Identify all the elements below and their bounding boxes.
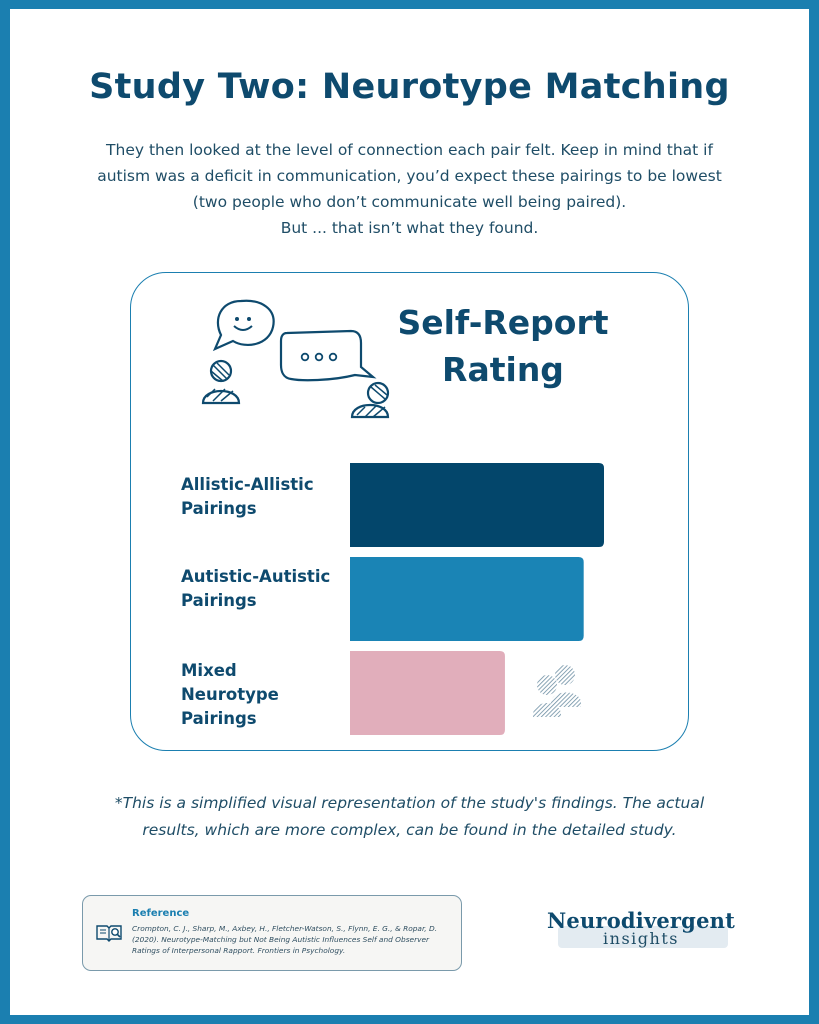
bar-2 — [350, 557, 584, 641]
infographic-frame: Study Two: Neurotype Matching They then … — [10, 9, 809, 1015]
book-search-icon — [96, 925, 122, 942]
bar-1 — [350, 463, 604, 547]
brand-name: Neurodivergent — [547, 908, 735, 933]
person-icon — [350, 381, 390, 419]
bar-chart — [350, 463, 604, 735]
person-icon — [201, 359, 241, 405]
intro-line: (two people who don’t communicate well b… — [192, 193, 627, 211]
reference-title: Reference — [132, 908, 190, 919]
intro-line: They then looked at the level of connect… — [106, 141, 713, 159]
bar-3 — [350, 651, 505, 735]
category-label: Allistic-Allistic Pairings — [181, 475, 314, 518]
intro-line: autism was a deficit in communication, y… — [97, 167, 722, 185]
footnote: *This is a simplified visual representat… — [70, 790, 749, 844]
reference-box: Reference Crompton, C. J., Sharp, M., Ax… — [82, 895, 462, 971]
intro-text: They then looked at the level of connect… — [70, 137, 749, 241]
intro-line: But ... that isn’t what they found. — [280, 219, 539, 237]
footnote-line: results, which are more complex, can be … — [142, 821, 677, 839]
brand-logo: Neurodivergent insights — [546, 908, 736, 948]
brand-subtitle: insights — [603, 929, 679, 948]
speech-bubbles-icon — [201, 299, 390, 419]
brand-brush-stroke — [558, 926, 728, 948]
page-title: Study Two: Neurotype Matching — [89, 67, 730, 107]
people-group-icon — [533, 665, 581, 717]
chart-title: Self-Report Rating — [397, 303, 609, 389]
reference-citation: Crompton, C. J., Sharp, M., Axbey, H., F… — [132, 924, 438, 955]
category-label: Autistic-Autistic Pairings — [181, 567, 331, 610]
footnote-line: *This is a simplified visual representat… — [114, 794, 705, 812]
category-label: Mixed Neurotype Pairings — [181, 661, 279, 728]
chart-card: Self-Report Rating Allistic-Allistic Pai… — [130, 272, 689, 751]
